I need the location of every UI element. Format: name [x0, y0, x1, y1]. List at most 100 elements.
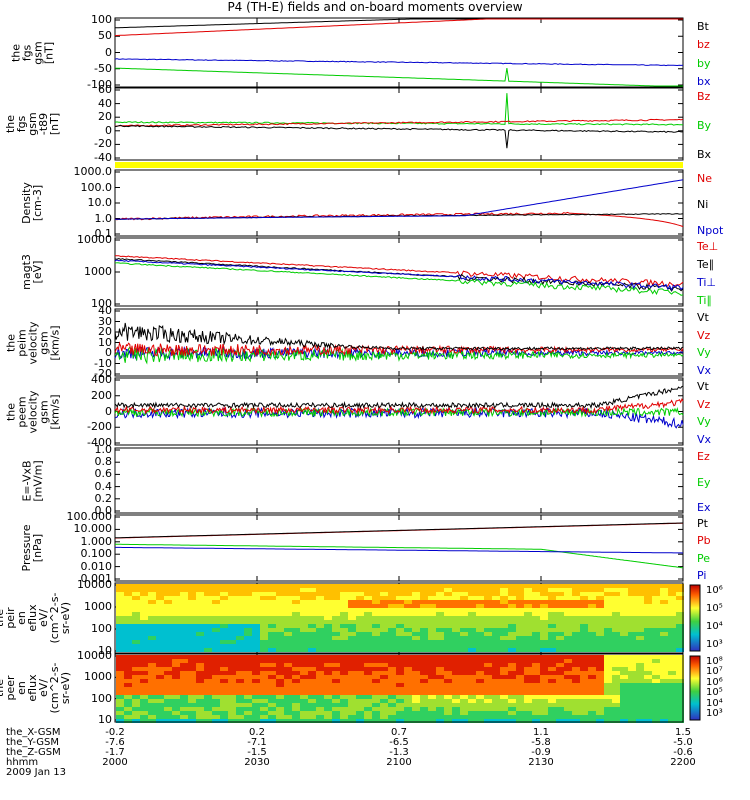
spectrogram-cell	[620, 584, 628, 588]
spectrogram-cell	[436, 648, 444, 652]
spectrogram-cell	[180, 620, 188, 624]
spectrogram-cell	[244, 671, 252, 675]
spectrogram-cell	[524, 679, 532, 683]
spectrogram-cell	[652, 640, 660, 644]
spectrogram-cell	[364, 592, 372, 596]
spectrogram-cell	[612, 683, 620, 687]
y-tick-label: -50	[94, 61, 112, 75]
spectrogram-cell	[532, 632, 540, 636]
spectrogram-cell	[524, 687, 532, 691]
spectrogram-cell	[468, 671, 476, 675]
spectrogram-cell	[156, 663, 164, 667]
spectrogram-cell	[572, 691, 580, 695]
spectrogram-cell	[436, 655, 444, 659]
spectrogram-cell	[620, 675, 628, 679]
spectrogram-cell	[404, 663, 412, 667]
spectrogram-cell	[188, 699, 196, 703]
spectrogram-cell	[364, 628, 372, 632]
spectrogram-cell	[580, 687, 588, 691]
spectrogram-cell	[556, 715, 564, 719]
spectrogram-cell	[212, 719, 220, 723]
spectrogram-cell	[204, 715, 212, 719]
spectrogram-cell	[612, 703, 620, 707]
spectrogram-cell	[652, 612, 660, 616]
spectrogram-cell	[300, 655, 308, 659]
spectrogram-cell	[228, 596, 236, 600]
spectrogram-cell	[548, 675, 556, 679]
spectrogram-cell	[468, 699, 476, 703]
spectrogram-cell	[548, 691, 556, 695]
spectrogram-cell	[676, 671, 684, 675]
spectrogram-cell	[172, 592, 180, 596]
spectrogram-cell	[428, 715, 436, 719]
spectrogram-cell	[420, 699, 428, 703]
spectrogram-cell	[476, 703, 484, 707]
spectrogram-cell	[660, 659, 668, 663]
spectrogram-cell	[252, 604, 260, 608]
spectrogram-cell	[236, 640, 244, 644]
spectrogram-cell	[588, 719, 596, 723]
spectrogram-cell	[236, 600, 244, 604]
spectrogram-cell	[540, 644, 548, 648]
spectrogram-cell	[564, 715, 572, 719]
spectrogram-cell	[444, 687, 452, 691]
spectrogram-cell	[644, 695, 652, 699]
spectrogram-cell	[316, 596, 324, 600]
spectrogram-cell	[532, 675, 540, 679]
spectrogram-cell	[260, 628, 268, 632]
spectrogram-cell	[172, 640, 180, 644]
spectrogram-cell	[380, 620, 388, 624]
spectrogram-cell	[484, 628, 492, 632]
spectrogram-cell	[420, 679, 428, 683]
spectrogram-cell	[220, 675, 228, 679]
spectrogram-cell	[668, 687, 676, 691]
spectrogram-cell	[284, 671, 292, 675]
spectrogram-cell	[436, 679, 444, 683]
colorbar-label: 10⁴	[706, 697, 723, 709]
spectrogram-cell	[644, 592, 652, 596]
spectrogram-cell	[476, 644, 484, 648]
spectrogram-cell	[556, 608, 564, 612]
spectrogram-cell	[292, 636, 300, 640]
spectrogram-cell	[508, 711, 516, 715]
spectrogram-cell	[244, 596, 252, 600]
y-axis-label-line: eV/	[36, 609, 50, 627]
spectrogram-cell	[628, 683, 636, 687]
legend-Ti⊥: Ti⊥	[697, 276, 717, 289]
spectrogram-cell	[596, 624, 604, 628]
y-axis-label-line: [nT]	[47, 112, 61, 136]
spectrogram-cell	[628, 644, 636, 648]
spectrogram-cell	[132, 659, 140, 663]
spectrogram-cell	[284, 632, 292, 636]
spectrogram-cell	[668, 644, 676, 648]
spectrogram-cell	[484, 588, 492, 592]
spectrogram-cell	[388, 596, 396, 600]
spectrogram-cell	[500, 675, 508, 679]
spectrogram-cell	[388, 644, 396, 648]
spectrogram-cell	[500, 683, 508, 687]
spectrogram-cell	[428, 600, 436, 604]
spectrogram-cell	[204, 719, 212, 723]
spectrogram-cell	[236, 636, 244, 640]
spectrogram-cell	[148, 675, 156, 679]
colorbar-label: 10⁵	[706, 603, 723, 614]
spectrogram-cell	[164, 588, 172, 592]
spectrogram-cell	[332, 592, 340, 596]
spectrogram-cell	[660, 667, 668, 671]
spectrogram-cell	[572, 588, 580, 592]
spectrogram-cell	[444, 648, 452, 652]
spectrogram-cell	[268, 648, 276, 652]
spectrogram-cell	[580, 683, 588, 687]
spectrogram-cell	[332, 683, 340, 687]
spectrogram-cell	[532, 608, 540, 612]
spectrogram-cell	[468, 675, 476, 679]
y-axis-label-line: gsm	[36, 330, 50, 355]
spectrogram-cell	[380, 655, 388, 659]
spectrogram-cell	[364, 632, 372, 636]
spectrogram-cell	[204, 628, 212, 632]
spectrogram-cell	[604, 667, 612, 671]
spectrogram-cell	[476, 620, 484, 624]
spectrogram-cell	[348, 620, 356, 624]
spectrogram-cell	[316, 719, 324, 723]
spectrogram-cell	[524, 719, 532, 723]
